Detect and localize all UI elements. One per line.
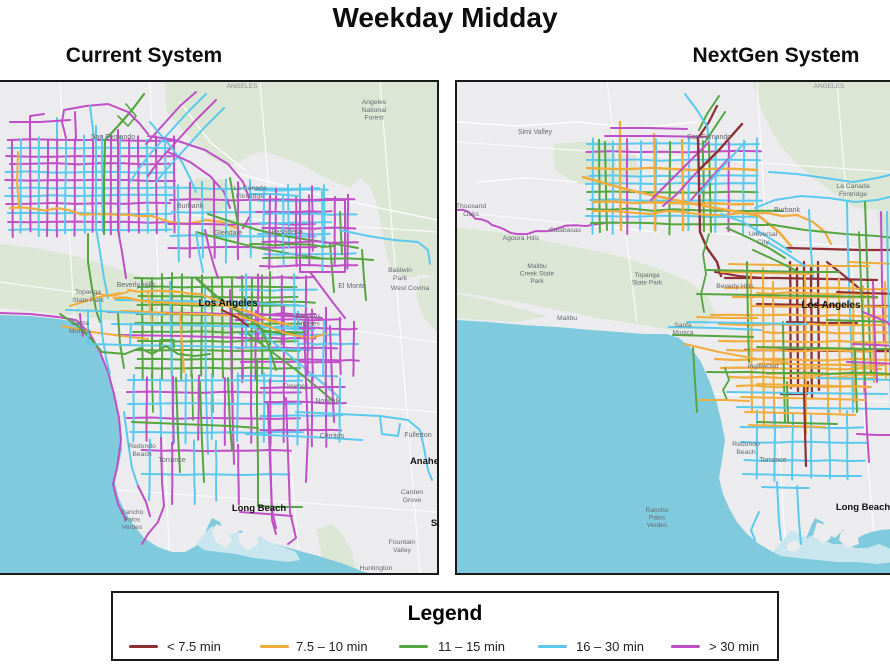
svg-text:ANGELES: ANGELES [227,83,258,90]
svg-text:Agoura Hills: Agoura Hills [503,235,540,242]
svg-text:Park: Park [530,278,544,285]
svg-text:Calabasas: Calabasas [549,227,582,234]
svg-text:Fullerton: Fullerton [404,432,431,439]
svg-text:ANGELES: ANGELES [814,83,845,90]
svg-text:Cerritos: Cerritos [320,433,345,440]
svg-text:Fountain: Fountain [389,539,416,546]
svg-text:Inglewood: Inglewood [748,363,779,370]
svg-text:Oaks: Oaks [463,211,479,218]
svg-text:Flintridge: Flintridge [236,193,264,200]
svg-text:Torrance: Torrance [759,457,786,464]
svg-text:Angeles: Angeles [296,321,320,328]
svg-text:Angeles: Angeles [362,99,387,106]
svg-text:Universal: Universal [749,231,778,238]
svg-text:West Covina: West Covina [391,285,430,292]
svg-text:East Los: East Los [295,313,321,320]
svg-text:Park: Park [393,275,408,282]
svg-text:Burbank: Burbank [774,207,801,214]
svg-text:La Canada: La Canada [836,183,869,190]
svg-text:Los Angeles: Los Angeles [198,298,258,309]
svg-text:Pasadena: Pasadena [271,229,303,236]
svg-text:Carden: Carden [401,489,424,496]
svg-text:Topanga: Topanga [635,272,660,279]
svg-text:Torrance: Torrance [158,457,185,464]
svg-text:La Canada: La Canada [233,185,266,192]
svg-text:Simi Valley: Simi Valley [518,129,553,136]
svg-text:Beverly Hills: Beverly Hills [716,283,754,290]
svg-text:Beach: Beach [736,449,755,456]
svg-text:Grove: Grove [403,497,422,504]
svg-text:Los Angeles: Los Angeles [801,300,861,311]
svg-text:Glendale: Glendale [214,230,242,237]
svg-text:Burbank: Burbank [177,203,204,210]
svg-text:Santa: Santa [71,320,89,327]
svg-text:Malibu: Malibu [527,263,547,270]
svg-text:Topanga: Topanga [75,289,101,296]
svg-text:Santa: Santa [675,322,692,329]
svg-text:Rancho: Rancho [121,509,144,516]
svg-text:Palos: Palos [649,515,666,522]
svg-text:Palos: Palos [124,517,141,524]
svg-text:Valley: Valley [393,547,412,554]
svg-text:Monica: Monica [69,328,91,335]
svg-text:Verdes: Verdes [647,522,668,529]
svg-text:Verdes: Verdes [122,524,143,531]
svg-text:State Park: State Park [632,280,663,287]
svg-text:Anaheim: Anaheim [410,456,437,467]
svg-text:Redondo: Redondo [732,441,760,448]
svg-text:Forest: Forest [364,115,383,122]
svg-text:Huntington: Huntington [360,565,393,572]
svg-text:State Park: State Park [72,297,104,304]
svg-text:Baldwin: Baldwin [388,267,412,274]
svg-text:Monica: Monica [673,330,694,337]
svg-text:San Fernando: San Fernando [91,134,135,141]
svg-text:Malibu: Malibu [557,315,577,322]
svg-text:El Monte: El Monte [338,283,366,290]
svg-text:Norwalk: Norwalk [315,398,341,405]
svg-text:National: National [362,107,387,114]
svg-text:Beach: Beach [132,451,151,458]
svg-text:San Fernando: San Fernando [687,134,731,141]
svg-text:Long Beach: Long Beach [232,503,287,514]
svg-text:Redondo: Redondo [128,443,156,450]
svg-text:Long Beach: Long Beach [836,502,890,513]
svg-text:Beverly Hills: Beverly Hills [117,282,156,289]
svg-text:Flintridge: Flintridge [839,191,867,198]
svg-text:Thousand: Thousand [457,203,486,210]
svg-text:Downey: Downey [284,383,309,390]
svg-text:Rancho: Rancho [646,507,669,514]
svg-text:S: S [431,518,437,529]
svg-text:City: City [757,239,769,246]
svg-text:Creek State: Creek State [520,271,555,278]
